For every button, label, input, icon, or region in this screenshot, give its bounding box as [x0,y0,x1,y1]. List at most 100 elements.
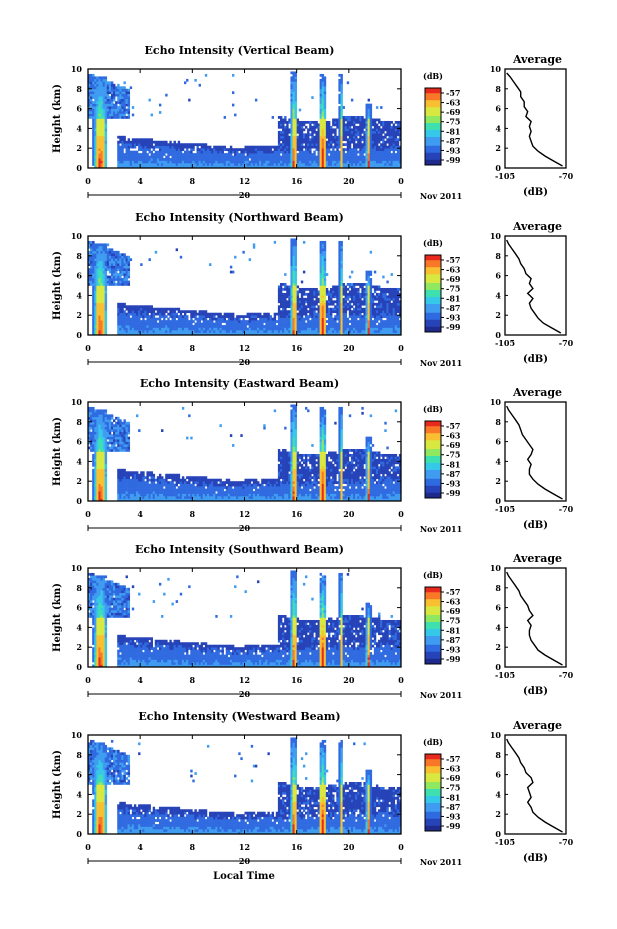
heatmap-cell [319,290,323,294]
heatmap-cell [96,145,99,149]
heatmap-cell [117,283,120,286]
heatmap-cell [117,86,120,90]
heatmap-cell [167,150,170,154]
heatmap-cell [390,302,393,306]
heatmap-cell [190,165,193,169]
heatmap-cell [100,270,103,274]
heatmap-cell [355,292,358,296]
heatmap-cell [259,163,262,166]
heatmap-cell [261,165,264,169]
heatmap-cell [319,283,323,286]
heatmap-cell [125,320,128,323]
heatmap-cell [388,297,391,301]
heatmap-cell [223,153,227,156]
heatmap-cell [313,158,316,161]
heatmap-cell [108,116,112,119]
heatmap-cell [117,325,120,328]
heatmap-cell [133,140,137,144]
heatmap-cell [238,160,241,164]
heatmap-cell [144,327,147,331]
heatmap-cell [290,78,293,82]
heatmap-cell [131,113,135,117]
heatmap-cell [365,275,368,279]
heatmap-cell [279,123,283,127]
heatmap-cell [121,111,124,114]
heatmap-cell [371,300,375,304]
heatmap-cell [282,283,285,286]
heatmap-cell [119,327,122,331]
heatmap-cell [398,155,402,159]
heatmap-cell [311,330,314,333]
heatmap-cell [365,153,368,156]
heatmap-cell [342,130,345,134]
heatmap-cell [344,292,348,296]
heatmap-cell [119,135,122,139]
heatmap-cell [392,140,396,144]
heatmap-cell [250,317,254,321]
heatmap-cell [378,330,381,333]
heatmap-cell [177,165,181,169]
heatmap-cell [315,322,318,326]
heatmap-cell [286,150,289,154]
heatmap-cell [338,150,341,154]
heatmap-cell [169,322,172,326]
heatmap-cell [244,148,247,151]
heatmap-cell [161,312,164,316]
heatmap-cell [227,160,231,164]
heatmap-cell [342,305,345,309]
heatmap-cell [123,275,126,279]
heatmap-cell [138,153,141,156]
heatmap-cell [113,280,116,284]
heatmap-cell [138,317,141,321]
heatmap-cell [300,140,304,144]
heatmap-cell [263,160,266,164]
heatmap-cell [92,263,95,266]
heatmap-cell [254,317,258,321]
heatmap-cell [127,265,131,269]
heatmap-cell [88,81,91,85]
heatmap-cell [323,322,327,326]
heatmap-cell [382,332,385,336]
heatmap-cell [294,285,297,289]
heatmap-cell [181,327,185,331]
heatmap-cell [131,153,135,156]
heatmap-cell [378,135,381,139]
heatmap-cell [92,83,95,87]
heatmap-cell [150,327,153,331]
heatmap-cell [102,268,105,271]
heatmap-cell [371,295,375,299]
colorbar-swatch [425,95,441,98]
heatmap-cell [96,130,99,134]
heatmap-cell [290,238,293,242]
heatmap-cell [92,330,95,333]
heatmap-cell [194,325,197,328]
heatmap-cell [290,150,293,154]
heatmap-cell [94,280,97,284]
heatmap-cell [342,153,345,156]
heatmap-cell [96,270,99,274]
heatmap-cell [348,332,352,336]
heatmap-cell [375,118,379,122]
heatmap-cell [98,113,101,117]
heatmap-cell [133,325,137,328]
heatmap-cell [98,315,101,318]
heatmap-cell [321,263,325,266]
heatmap-cell [102,101,105,104]
heatmap-cell [94,103,97,107]
heatmap-cell [298,160,302,164]
heatmap-cell [252,158,256,161]
heatmap-cell [336,123,339,127]
heatmap-cell [92,120,95,124]
heatmap-cell [213,322,216,326]
heatmap-cell [396,332,400,336]
heatmap-cell [115,106,118,109]
heatmap-cell [296,135,300,139]
heatmap-cell [321,73,325,77]
heatmap-cell [117,273,120,276]
heatmap-cell [100,305,103,309]
heatmap-cell [98,275,101,279]
heatmap-cell [279,135,283,139]
heatmap-cell [152,160,156,164]
heatmap-cell [113,263,116,266]
heatmap-cell [388,153,391,156]
